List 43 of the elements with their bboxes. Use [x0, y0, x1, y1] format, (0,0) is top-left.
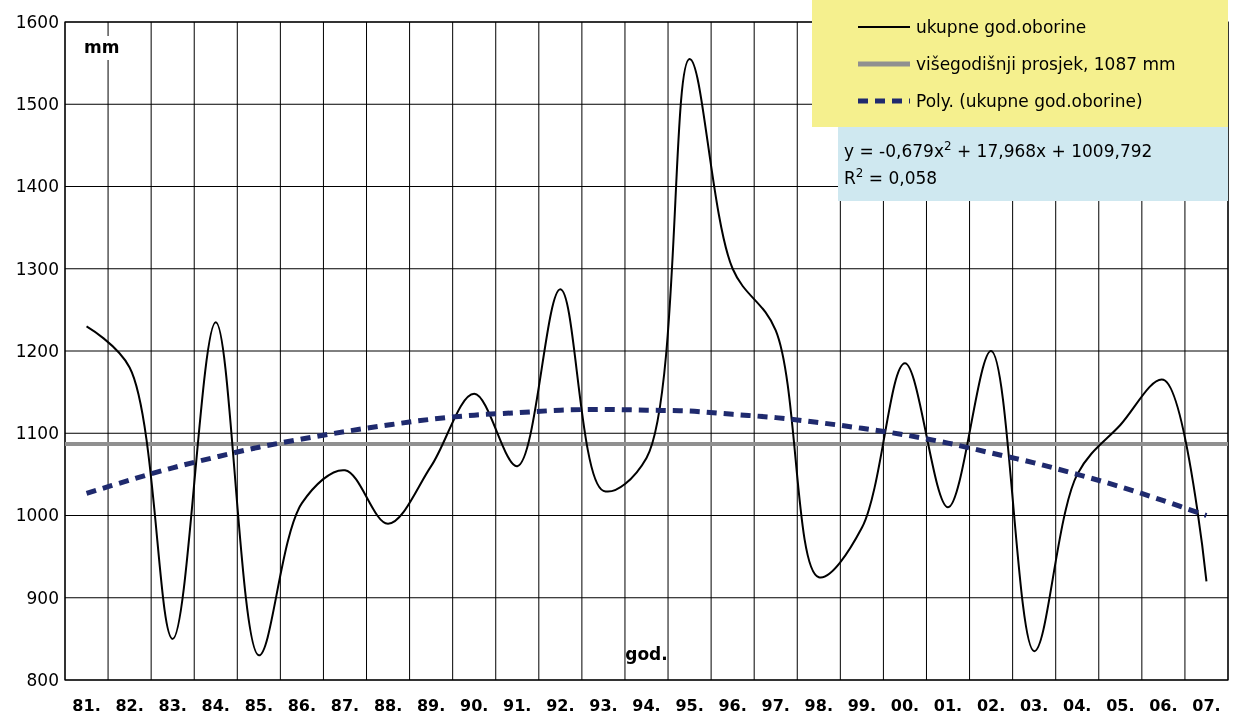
x-tick-label: 92.	[546, 696, 575, 715]
x-tick-label: 93.	[589, 696, 618, 715]
x-tick-label: 06.	[1149, 696, 1178, 715]
y-tick-label: 1300	[15, 258, 59, 279]
x-tick-label: 88.	[373, 696, 403, 715]
y-axis-title: mm	[84, 37, 120, 57]
x-tick-label: 87.	[330, 696, 360, 715]
x-tick-label: 01.	[933, 696, 963, 715]
x-tick-label: 86.	[287, 696, 317, 715]
x-tick-label: 97.	[761, 696, 790, 715]
x-tick-label: 85.	[244, 696, 274, 715]
annotation: y = -0,679x$^{2}$ + 17,968x + 1009,792	[844, 139, 1153, 161]
y-tick-label: 1100	[15, 423, 59, 444]
x-tick-label: 84.	[201, 696, 230, 715]
y-tick-label: 1200	[15, 340, 59, 361]
x-tick-label: 05.	[1106, 696, 1135, 715]
annotation: R$^{2}$ = 0,058	[844, 166, 938, 188]
x-tick-label: 00.	[890, 696, 920, 715]
x-tick-label: 07.	[1192, 696, 1221, 715]
x-tick-label: 82.	[115, 696, 144, 715]
y-tick-label: 1000	[15, 505, 59, 526]
x-tick-label: 94.	[632, 696, 661, 715]
x-tick-label: 96.	[718, 696, 747, 715]
x-tick-label: 02.	[976, 696, 1006, 715]
y-tick-label: 1400	[15, 176, 59, 197]
x-tick-label: 83.	[158, 696, 187, 715]
y-tick-label: 1600	[15, 11, 59, 32]
legend-label: ukupne god.oborine	[916, 16, 1087, 37]
x-tick-label: 03.	[1019, 696, 1049, 715]
x-tick-label: 89.	[416, 696, 446, 715]
x-tick-label: 98.	[804, 696, 833, 715]
x-tick-label: 91.	[503, 696, 532, 715]
x-axis-title: god.	[625, 644, 668, 664]
y-tick-label: 900	[26, 587, 59, 608]
x-tick-label: 81.	[72, 696, 101, 715]
legend-label: višegodišnji prosjek, 1087 mm	[916, 53, 1176, 74]
x-tick-label: 90.	[460, 696, 489, 715]
x-tick-label: 95.	[675, 696, 704, 715]
y-tick-label: 800	[26, 669, 59, 690]
x-tick-label: 04.	[1063, 696, 1092, 715]
x-tick-label: 99.	[847, 696, 877, 715]
y-tick-label: 1500	[15, 94, 59, 115]
legend-label: Poly. (ukupne god.oborine)	[916, 90, 1143, 111]
